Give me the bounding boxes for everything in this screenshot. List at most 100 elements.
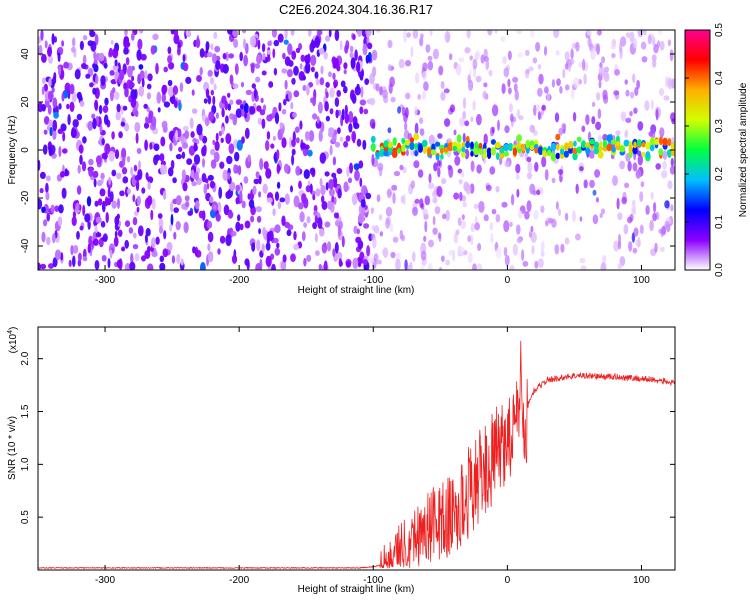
heatmap-cell [382, 247, 389, 259]
heatmap-cell [310, 54, 317, 66]
heatmap-cell [104, 143, 111, 155]
heatmap-cell [360, 71, 364, 78]
heatmap-band-cell [537, 146, 544, 156]
heatmap-cell [41, 77, 46, 84]
heatmap-cell [207, 95, 212, 105]
colorbar-tick-label: 0.0 [714, 263, 725, 277]
heatmap-cell [472, 100, 476, 111]
heatmap-cell [92, 238, 99, 246]
heatmap-cell [172, 177, 177, 184]
heatmap-cell [223, 204, 230, 216]
heatmap-cell [308, 130, 315, 142]
heatmap-cell [101, 200, 106, 213]
heatmap-cell [667, 180, 673, 190]
heatmap-cell [270, 143, 275, 149]
heatmap-cell [507, 78, 511, 88]
heatmap-cell [386, 188, 392, 199]
heatmap-cell [353, 225, 358, 234]
heatmap-cell [404, 259, 408, 270]
heatmap-cell [534, 260, 539, 269]
heatmap-cell [445, 209, 451, 222]
heatmap-cell [101, 152, 108, 160]
heatmap-cell [159, 226, 163, 234]
heatmap-cell [120, 121, 126, 127]
heatmap-cell [321, 242, 328, 254]
heatmap-cell [122, 105, 128, 111]
heatmap-cell [194, 246, 199, 257]
heatmap-cell [538, 73, 544, 85]
heatmap-band-cell [473, 147, 480, 156]
heatmap-cell [353, 122, 360, 130]
colorbar-tick-label: 0.3 [714, 119, 725, 133]
heatmap-cell [171, 255, 175, 264]
heatmap-cell [191, 181, 197, 187]
heatmap-cell [655, 108, 659, 121]
heatmap-cell [457, 217, 462, 226]
heatmap-cell [405, 107, 409, 119]
heatmap-cell [284, 221, 291, 228]
heatmap-cell [265, 168, 272, 179]
heatmap-cell [320, 65, 324, 75]
heatmap-cell [71, 128, 77, 138]
heatmap-cell [650, 129, 656, 140]
heatmap-cell [103, 114, 109, 125]
heatmap-cell [231, 254, 238, 264]
heatmap-cell [348, 111, 354, 123]
heatmap-cell [58, 103, 62, 110]
heatmap-band-cell [414, 150, 419, 157]
heatmap-cell [182, 125, 189, 132]
heatmap-cell [274, 191, 280, 201]
heatmap-cell [136, 195, 141, 206]
heatmap-cell [477, 243, 482, 251]
heatmap-cell [209, 195, 214, 204]
heatmap-cell [186, 158, 193, 166]
heatmap-cell [613, 240, 620, 252]
heatmap-cell [134, 122, 141, 133]
heatmap-band-cell [440, 153, 444, 160]
heatmap-cell [610, 44, 616, 50]
heatmap-band-cell [470, 150, 474, 157]
heatmap-cell [375, 83, 380, 92]
heatmap-cell [454, 155, 461, 166]
heatmap-cell [206, 220, 213, 229]
heatmap-cell [414, 106, 418, 117]
heatmap-cell [183, 62, 189, 72]
heatmap-band-cell [615, 135, 620, 144]
heatmap-cell [332, 248, 336, 257]
heatmap-cell [47, 90, 54, 101]
heatmap-cell [590, 48, 596, 60]
heatmap-cell [92, 170, 99, 178]
heatmap-cell [85, 73, 91, 79]
heatmap-cell [279, 197, 286, 203]
heatmap-cell [108, 47, 113, 58]
heatmap-cell [128, 95, 132, 103]
heatmap-cell [393, 170, 401, 177]
heatmap-cell [545, 220, 549, 227]
heatmap-x-tick-label: 0 [505, 275, 511, 286]
heatmap-cell [293, 195, 300, 208]
heatmap-band-cell [495, 152, 500, 161]
heatmap-cell [312, 222, 317, 230]
heatmap-cell [82, 204, 86, 216]
heatmap-cell [132, 194, 136, 203]
heatmap-cell [138, 160, 141, 170]
heatmap-band-cell [400, 150, 406, 156]
heatmap-cell [99, 124, 103, 133]
heatmap-cell [615, 130, 621, 136]
heatmap-cell [363, 223, 370, 229]
heatmap-band-cell [387, 141, 393, 148]
heatmap-cell [132, 217, 138, 226]
heatmap-cell [87, 40, 94, 47]
heatmap-cell [466, 30, 471, 39]
heatmap-cell [138, 85, 145, 97]
heatmap-cell [464, 148, 470, 160]
heatmap-cell [107, 258, 111, 269]
heatmap-cell [177, 47, 181, 56]
snr-frame [37, 326, 676, 571]
heatmap-cell [288, 91, 293, 101]
heatmap-band-cell [616, 141, 620, 147]
heatmap-band-cell [610, 139, 617, 145]
heatmap-cell [632, 247, 638, 254]
heatmap-cell [473, 203, 479, 209]
heatmap-cell [163, 101, 170, 108]
